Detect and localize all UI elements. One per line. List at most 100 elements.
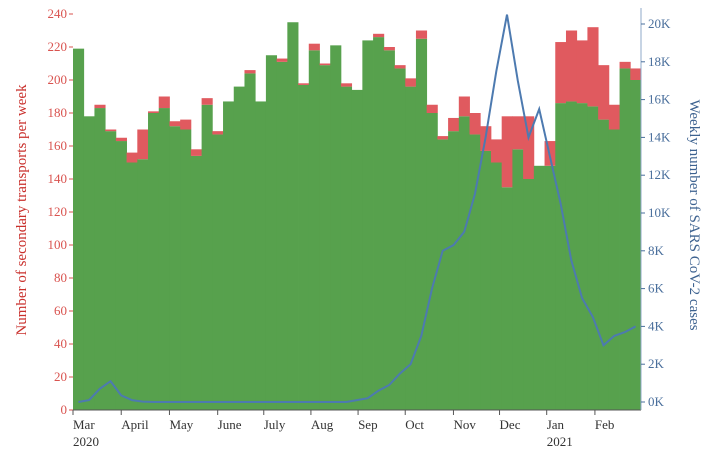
- bar-green: [405, 86, 417, 410]
- bar-red: [148, 111, 160, 113]
- bar-green: [265, 55, 278, 410]
- x-tick-label: Nov: [453, 417, 476, 432]
- bar-green: [137, 159, 149, 410]
- bar-green: [158, 108, 170, 411]
- bar-green: [190, 155, 203, 410]
- bar-green: [373, 37, 385, 410]
- bar-red: [469, 113, 481, 135]
- x-tick-label: June: [218, 417, 242, 432]
- bar-green: [73, 48, 85, 411]
- bar-layer: [73, 22, 642, 411]
- bar-red: [619, 61, 631, 69]
- bar-green: [351, 89, 363, 411]
- bar-red: [383, 47, 395, 51]
- bar-green: [255, 101, 267, 410]
- x-tick-label: Dec: [500, 417, 521, 432]
- bar-green: [544, 165, 556, 410]
- bar-green: [308, 50, 320, 411]
- bar-green: [448, 131, 460, 410]
- bar-green: [490, 162, 503, 410]
- bar-red: [137, 129, 149, 160]
- left-tick-label: 180: [48, 105, 68, 120]
- right-tick-label: 14K: [648, 129, 671, 144]
- left-tick-label: 100: [48, 237, 68, 252]
- bar-green: [576, 103, 588, 410]
- left-tick-label: 60: [54, 303, 67, 318]
- bar-green: [598, 119, 610, 410]
- bar-green: [555, 103, 567, 410]
- bar-green: [169, 126, 181, 410]
- bar-green: [212, 134, 224, 410]
- bar-red: [458, 96, 470, 117]
- x-tick-label: May: [169, 417, 193, 432]
- left-tick-label: 220: [48, 39, 68, 54]
- right-tick-label: 18K: [648, 54, 671, 69]
- bar-green: [180, 129, 192, 410]
- bar-red: [276, 58, 288, 62]
- bar-green: [319, 65, 331, 411]
- left-tick-label: 140: [48, 171, 68, 186]
- bar-red: [523, 116, 535, 179]
- bar-red: [373, 33, 385, 38]
- bar-green: [512, 149, 524, 411]
- bar-green: [298, 84, 310, 410]
- bar-green: [415, 38, 428, 410]
- left-tick-label: 160: [48, 138, 68, 153]
- bar-red: [598, 65, 610, 120]
- bar-red: [298, 83, 310, 85]
- bar-green: [469, 134, 481, 410]
- right-tick-label: 8K: [648, 243, 665, 258]
- bar-green: [394, 68, 406, 410]
- x-tick-year: 2021: [547, 434, 573, 449]
- bar-red: [501, 116, 513, 188]
- bar-red: [201, 98, 213, 105]
- x-tick-year: 2020: [73, 434, 99, 449]
- bar-red: [576, 40, 588, 104]
- x-tick-label: Oct: [405, 417, 424, 432]
- right-axis-label: Weekly number of SARS CoV-2 cases: [686, 99, 702, 330]
- bar-red: [630, 68, 642, 80]
- bar-red: [587, 27, 599, 107]
- bar-green: [201, 104, 213, 410]
- bar-red: [565, 30, 578, 102]
- bar-green: [533, 165, 545, 410]
- bar-green: [587, 106, 599, 411]
- bar-green: [126, 162, 138, 410]
- bar-red: [308, 43, 320, 51]
- right-tick-label: 12K: [648, 167, 671, 182]
- bar-green: [83, 116, 95, 411]
- bar-green: [458, 116, 470, 411]
- left-tick-label: 40: [54, 336, 67, 351]
- bar-green: [565, 101, 578, 410]
- bar-green: [223, 101, 235, 410]
- bar-red: [437, 136, 449, 140]
- line-layer: [78, 14, 637, 403]
- bar-green: [115, 141, 127, 411]
- bar-green: [630, 80, 642, 410]
- axes-layer: 0 20 40 60 80 100 120 140 160 180 200 220 240 0K 2K 4K 6…: [48, 6, 672, 449]
- bar-red: [94, 104, 106, 109]
- bar-green: [330, 45, 342, 410]
- bar-red: [126, 152, 138, 163]
- x-tick-label: April: [121, 417, 149, 432]
- bar-red: [340, 83, 353, 87]
- right-tick-label: 0K: [648, 394, 665, 409]
- bar-green: [362, 40, 374, 411]
- left-tick-label: 240: [48, 6, 68, 21]
- bar-red: [180, 119, 192, 130]
- bar-green: [94, 108, 106, 411]
- right-tick-label: 6K: [648, 281, 665, 296]
- left-tick-label: 80: [54, 270, 67, 285]
- bar-green: [501, 187, 513, 410]
- right-tick-label: 16K: [648, 92, 671, 107]
- bar-green: [523, 179, 535, 410]
- x-tick-label: Sep: [358, 417, 378, 432]
- right-tick-label: 20K: [648, 16, 671, 31]
- bar-red: [319, 63, 331, 66]
- x-tick-label: July: [264, 417, 286, 432]
- bar-green: [608, 129, 620, 410]
- x-tick-label: Feb: [595, 417, 615, 432]
- bar-red: [426, 104, 438, 113]
- right-tick-label: 4K: [648, 318, 665, 333]
- bar-green: [276, 61, 288, 410]
